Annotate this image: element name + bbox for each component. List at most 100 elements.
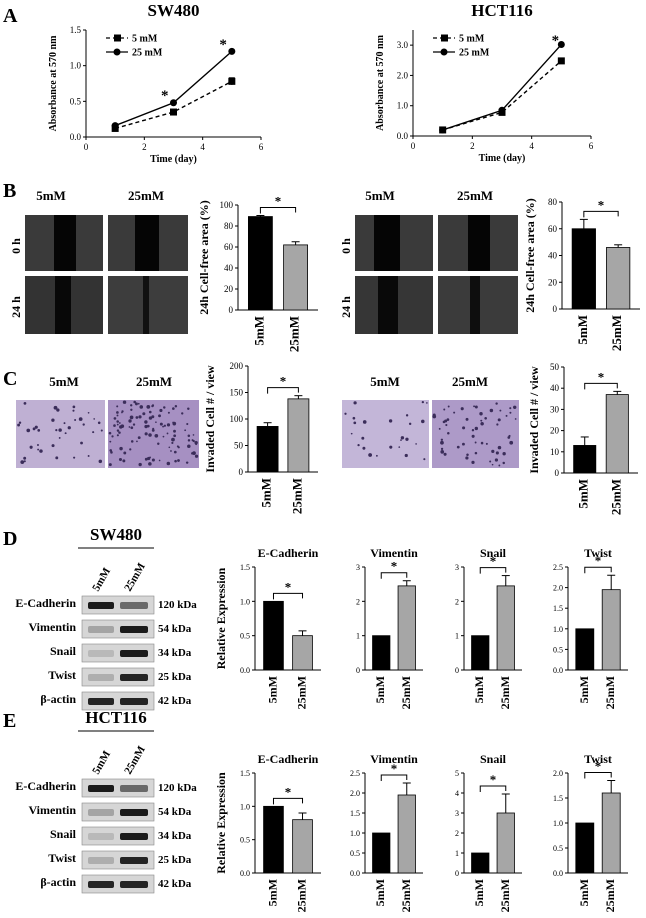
y-tick-label: 1.0 — [350, 829, 360, 838]
y-tick-label: 100 — [230, 414, 244, 424]
y-tick-label: 50 — [550, 362, 560, 372]
y-tick-label: 2.0 — [553, 584, 563, 593]
protein-label: β-actin — [40, 875, 76, 889]
stained-cell — [480, 419, 483, 422]
x-axis-label: Time (day) — [150, 154, 197, 165]
y-tick-label: 3 — [356, 563, 360, 572]
stained-cell — [491, 463, 494, 466]
category-label: 5mM — [575, 315, 590, 345]
blot-band — [88, 698, 114, 705]
bar — [256, 426, 279, 473]
image-col-label: 25mM — [128, 188, 164, 203]
stained-cell — [181, 412, 184, 415]
stained-cell — [151, 404, 154, 408]
stained-cell — [485, 442, 488, 445]
stained-cell — [480, 441, 484, 445]
series-line — [442, 60, 562, 131]
legend-marker — [440, 48, 448, 56]
significance-marker: * — [391, 559, 398, 574]
stained-cell — [496, 423, 499, 426]
stained-cell — [37, 429, 41, 432]
bar-chart-cell-free-sw480: 0 20 40 60 80 100 24h Cell-free area (%) 5mM 25m… — [197, 194, 318, 352]
stained-cell — [139, 405, 144, 409]
stained-cell — [58, 436, 61, 439]
blot-band — [88, 626, 114, 633]
stained-cell — [444, 419, 448, 423]
y-tick-label: 60 — [548, 224, 558, 234]
blot-strip — [81, 643, 155, 663]
stained-cell — [497, 418, 501, 422]
significance-bracket — [584, 566, 612, 574]
bar — [263, 600, 284, 671]
stained-cell — [148, 416, 153, 420]
legend-marker — [114, 34, 121, 42]
y-tick-label: 0 — [356, 666, 360, 675]
stained-cell — [108, 431, 112, 435]
blot-strip — [81, 802, 155, 822]
stained-cell — [163, 406, 166, 409]
category-label: 25mM — [498, 879, 512, 912]
protein-label: Twist — [48, 668, 76, 682]
stained-cell — [58, 428, 62, 432]
image-col-label: 25mM — [457, 188, 493, 203]
stained-cell — [29, 445, 33, 449]
blot-band — [88, 881, 114, 888]
y-tick-label: 20 — [224, 284, 234, 294]
significance-bracket — [267, 387, 299, 394]
y-tick-label: 1.0 — [70, 61, 82, 71]
stained-cell — [92, 431, 95, 434]
scratch-gap — [135, 215, 159, 271]
stained-cell — [87, 455, 90, 457]
expression-chart: E-Cadherin 0.0 0.5 1.0 1.5 Relative Expressio… — [214, 752, 321, 912]
image-row-label: 0 h — [339, 238, 353, 254]
stained-cell — [144, 424, 148, 429]
stained-cell — [502, 452, 506, 456]
y-tick-label: 1.0 — [553, 625, 563, 634]
blot-band — [88, 785, 114, 792]
significance-bracket — [583, 210, 619, 218]
stained-cell — [130, 408, 133, 411]
stained-cell — [130, 426, 134, 430]
invasion-image — [432, 400, 519, 468]
category-label: 5mM — [577, 676, 591, 703]
invasion-images-sw480: 5mM 25mM — [16, 374, 199, 468]
stained-cell — [72, 409, 75, 412]
y-tick-label: 40 — [550, 383, 560, 393]
molecular-weight: 54 kDa — [158, 806, 192, 818]
blot-strip — [81, 691, 155, 711]
stained-cell — [353, 401, 357, 405]
stained-cell — [73, 456, 76, 459]
invasion-images-hct116: 5mM 25mM — [342, 374, 519, 468]
molecular-weight: 120 kDa — [158, 599, 197, 611]
stained-cell — [128, 426, 131, 428]
bar — [573, 445, 597, 474]
y-tick-label: 200 — [230, 361, 244, 371]
y-tick-label: 10 — [550, 447, 560, 457]
blot-band — [120, 650, 148, 657]
stained-cell — [362, 446, 366, 450]
expression-chart: Snail 0 1 2 3 4 5 5mM 25mM * — [455, 752, 522, 912]
y-tick-label: 0.0 — [350, 869, 360, 878]
scratch-gap — [143, 276, 149, 334]
y-tick-label: 50 — [234, 441, 244, 451]
y-tick-label: 0 — [239, 467, 244, 477]
bar — [606, 247, 631, 310]
stained-cell — [151, 428, 155, 432]
x-tick-label: 6 — [259, 142, 264, 152]
stained-cell — [172, 407, 175, 410]
stained-cell — [116, 411, 119, 414]
stained-cell — [471, 428, 475, 432]
stained-cell — [128, 420, 132, 423]
bar — [263, 805, 284, 874]
stained-cell — [474, 441, 477, 444]
stained-cell — [148, 462, 152, 466]
stained-cell — [408, 422, 412, 426]
x-tick-label: 4 — [529, 141, 534, 151]
y-tick-label: 0.5 — [553, 844, 563, 853]
stained-cell — [116, 429, 120, 432]
stained-cell — [432, 414, 437, 419]
stained-cell — [82, 423, 85, 426]
stained-cell — [350, 432, 353, 435]
stained-cell — [368, 453, 372, 457]
